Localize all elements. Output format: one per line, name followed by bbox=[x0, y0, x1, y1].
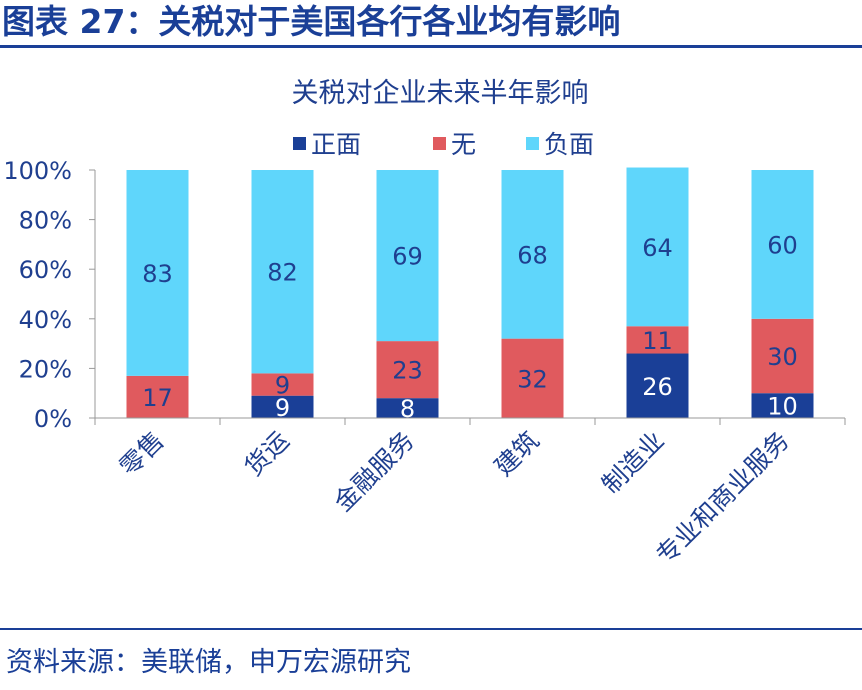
y-tick-label: 60% bbox=[19, 256, 72, 284]
bar-segment bbox=[501, 170, 564, 339]
title-rule bbox=[0, 45, 862, 48]
x-category-label: 零售 bbox=[114, 426, 170, 482]
data-label: 32 bbox=[517, 365, 548, 393]
data-label: 68 bbox=[517, 241, 548, 269]
legend-swatch-0 bbox=[293, 137, 306, 150]
legend-label-2: 负面 bbox=[544, 130, 594, 159]
legend-swatch-2 bbox=[526, 137, 539, 150]
bar-segment bbox=[751, 393, 814, 418]
data-label: 17 bbox=[142, 384, 173, 412]
data-label: 9 bbox=[275, 372, 290, 400]
bar-segment bbox=[251, 170, 314, 374]
data-label: 82 bbox=[267, 259, 298, 287]
data-label: 69 bbox=[392, 243, 423, 271]
x-category-label: 货运 bbox=[239, 426, 295, 482]
data-label: 23 bbox=[392, 357, 423, 385]
bar-segment bbox=[751, 318, 814, 394]
y-tick-label: 20% bbox=[19, 355, 72, 383]
bar-segment bbox=[251, 395, 314, 418]
x-category-label: 建筑 bbox=[489, 426, 545, 482]
bar-segment bbox=[376, 341, 439, 399]
bar-segment bbox=[376, 170, 439, 342]
data-label: 11 bbox=[642, 327, 673, 355]
x-category-label: 金融服务 bbox=[329, 426, 420, 517]
legend-label-0: 正面 bbox=[311, 130, 361, 159]
bars: 17 83 99 82 8 23 69 32 68 26 11 64 10 30 60 bbox=[126, 167, 814, 423]
bar-segment bbox=[501, 338, 564, 418]
bar-segment bbox=[251, 373, 314, 396]
y-tick-label: 80% bbox=[19, 207, 72, 235]
data-label: 64 bbox=[642, 234, 673, 262]
data-label: 83 bbox=[142, 260, 173, 288]
chart-legend: 正面 无 负面 bbox=[293, 130, 594, 159]
source-rule bbox=[0, 628, 862, 630]
data-label: 26 bbox=[642, 373, 673, 401]
y-tick-label: 100% bbox=[3, 157, 72, 185]
data-label: 8 bbox=[400, 395, 415, 423]
bar-segment bbox=[376, 398, 439, 418]
bar-segment bbox=[626, 167, 689, 327]
legend-label-1: 无 bbox=[451, 130, 476, 159]
data-label: 10 bbox=[767, 393, 798, 421]
stacked-bar-chart: 关税对企业未来半年影响 正面 无 负面 0% 20% 40% 60% 80% 100% 17 8… bbox=[3, 78, 846, 570]
y-tick-label: 40% bbox=[19, 306, 72, 334]
data-label: 9 bbox=[275, 394, 290, 422]
y-axis: 0% 20% 40% 60% 80% 100% bbox=[3, 157, 96, 433]
bar-segment bbox=[626, 353, 689, 418]
data-label: 60 bbox=[767, 231, 798, 259]
legend-swatch-1 bbox=[433, 137, 446, 150]
bar-segment bbox=[626, 326, 689, 354]
bar-segment bbox=[751, 170, 814, 319]
source-note: 资料来源：美联储，申万宏源研究 bbox=[6, 647, 411, 678]
bar-segment bbox=[126, 375, 189, 418]
y-tick-label: 0% bbox=[34, 405, 72, 433]
x-category-label: 专业和商业服务 bbox=[650, 426, 794, 570]
data-label: 30 bbox=[767, 343, 798, 371]
bar-segment bbox=[126, 170, 189, 376]
chart-title: 关税对企业未来半年影响 bbox=[292, 78, 589, 109]
x-category-label: 制造业 bbox=[596, 426, 670, 500]
figure-title: 图表 27：关税对于美国各行各业均有影响 bbox=[2, 2, 621, 41]
